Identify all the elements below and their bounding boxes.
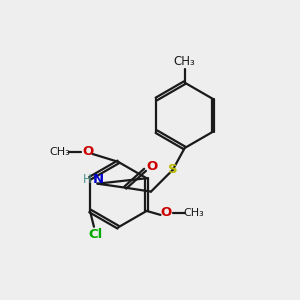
Text: S: S bbox=[168, 163, 178, 176]
Text: CH₃: CH₃ bbox=[184, 208, 205, 218]
Text: Cl: Cl bbox=[89, 228, 103, 241]
Text: CH₃: CH₃ bbox=[174, 55, 196, 68]
Text: O: O bbox=[161, 206, 172, 219]
Text: O: O bbox=[146, 160, 158, 173]
Text: H: H bbox=[83, 173, 92, 186]
Text: N: N bbox=[93, 173, 104, 186]
Text: CH₃: CH₃ bbox=[50, 147, 70, 157]
Text: O: O bbox=[82, 146, 93, 158]
